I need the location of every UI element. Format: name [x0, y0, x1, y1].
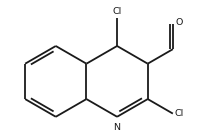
Text: O: O: [176, 18, 183, 27]
Text: Cl: Cl: [174, 109, 183, 118]
Text: N: N: [114, 123, 121, 132]
Text: Cl: Cl: [112, 7, 122, 16]
